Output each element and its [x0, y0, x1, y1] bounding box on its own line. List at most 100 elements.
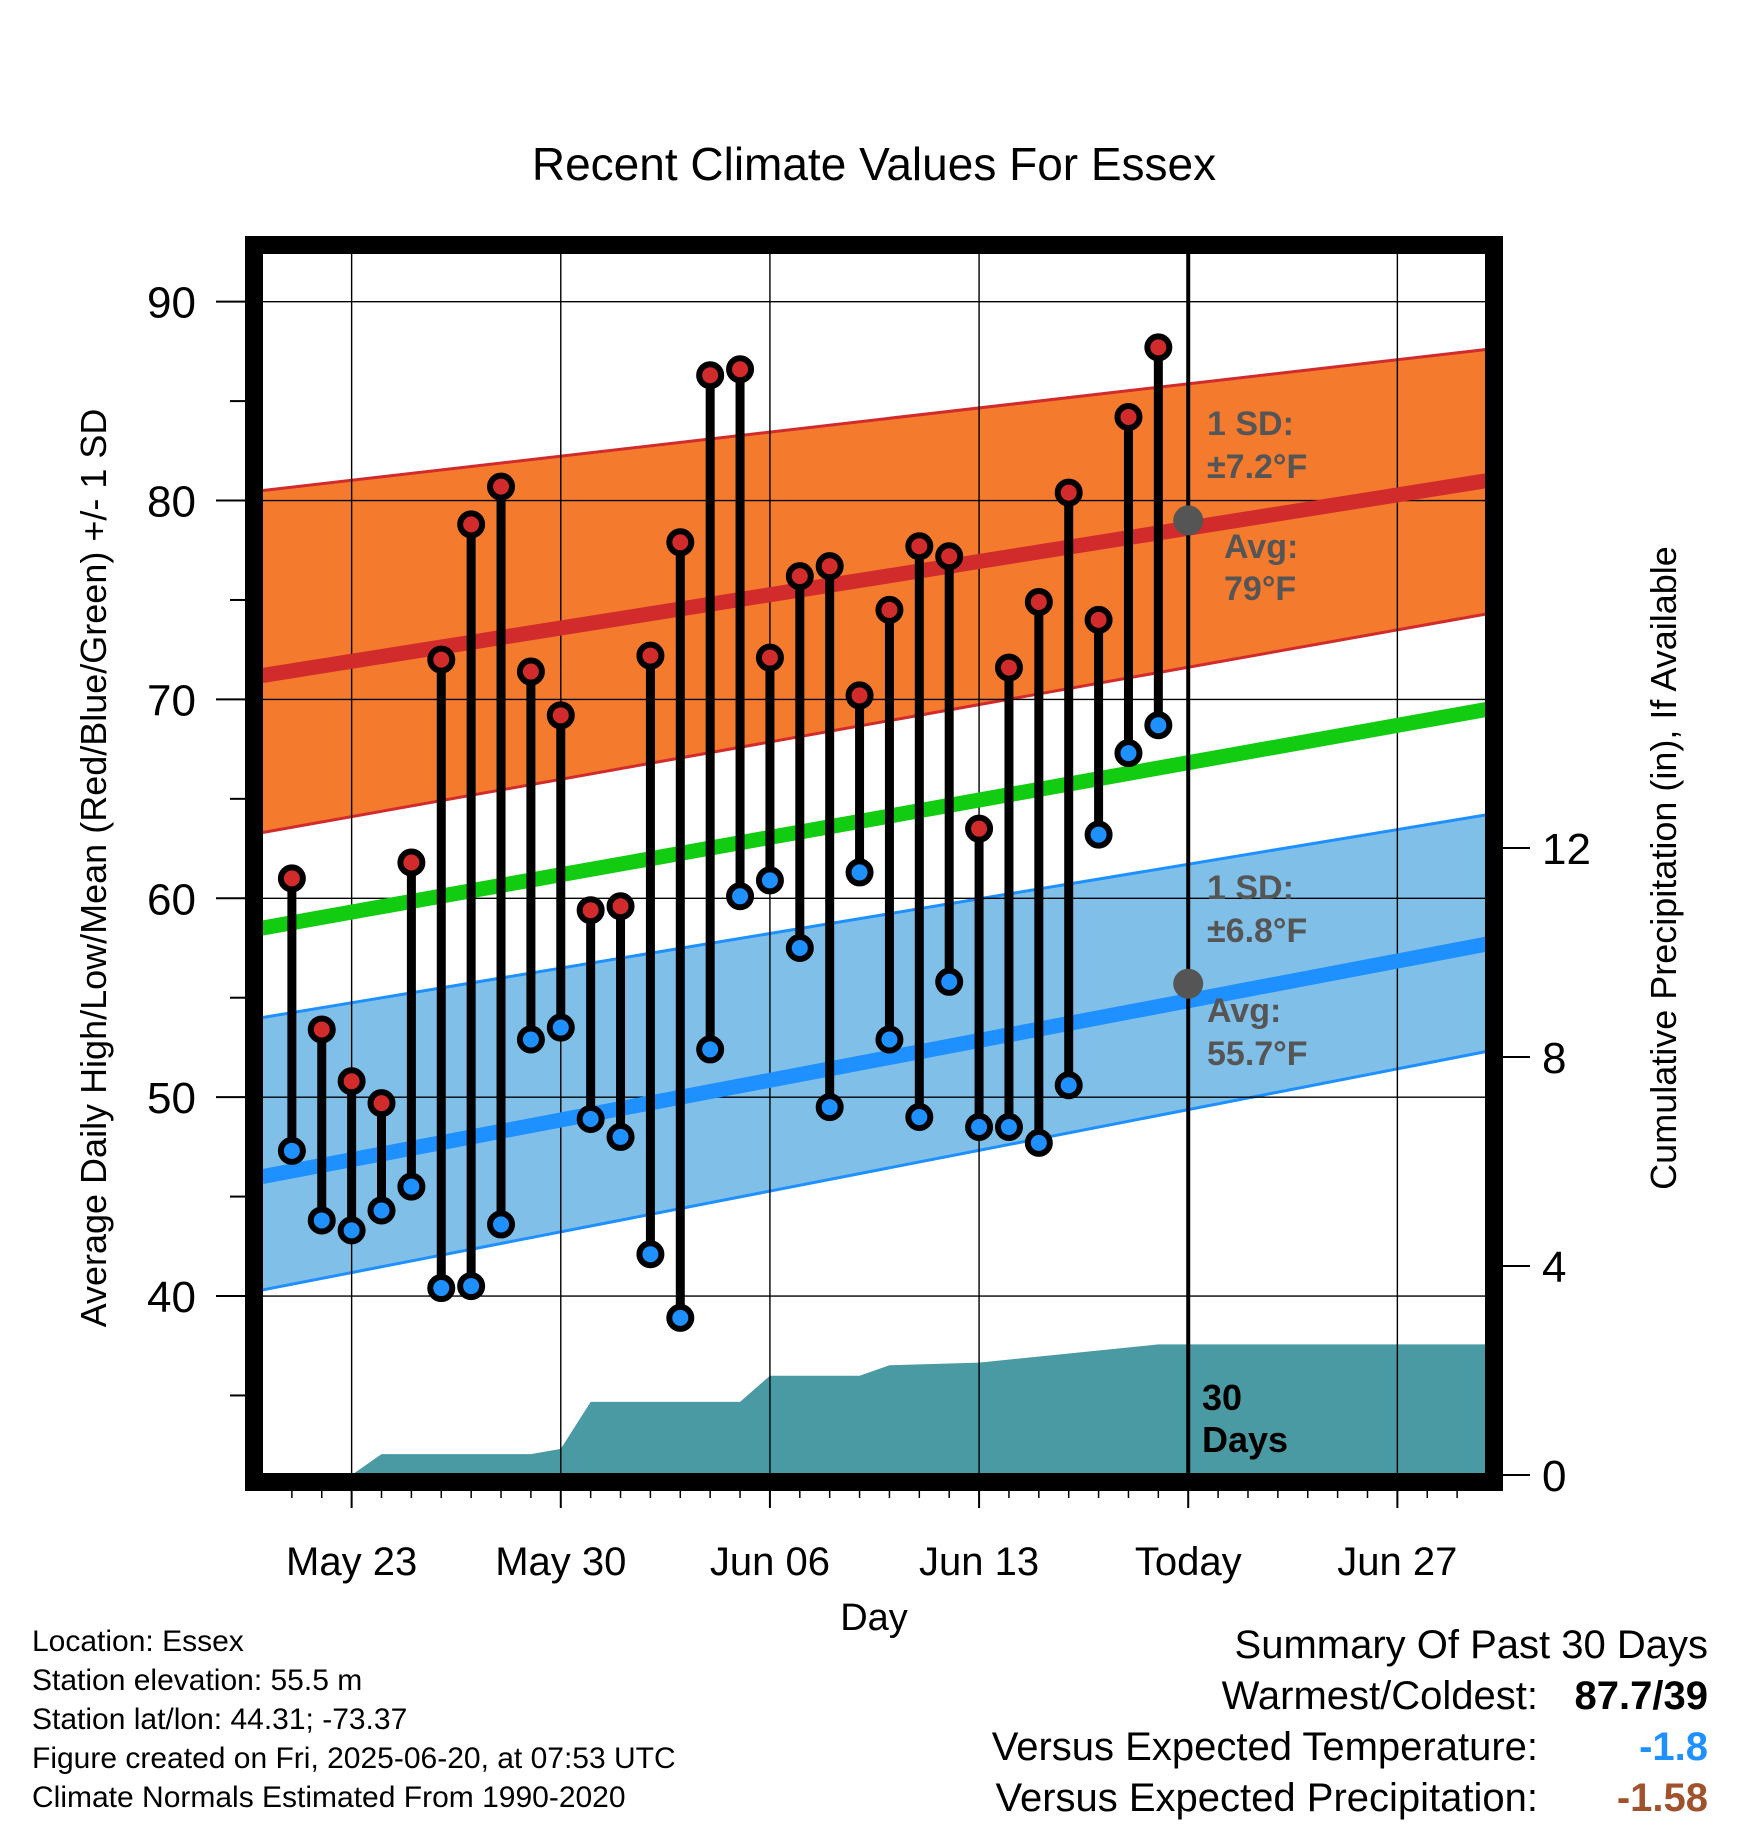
- x-tick-label: Today: [1135, 1540, 1242, 1584]
- warmest-value: 87.7/39: [1574, 1674, 1708, 1718]
- high-point: [367, 1089, 396, 1118]
- x-tick-label: Jun 06: [710, 1540, 830, 1584]
- summary-title: Summary Of Past 30 Days: [992, 1620, 1708, 1671]
- low-point: [606, 1122, 635, 1151]
- low-point: [397, 1172, 426, 1201]
- high-point: [935, 542, 964, 571]
- low-point: [337, 1216, 366, 1245]
- chart-title: Recent Climate Values For Essex: [532, 138, 1216, 190]
- high-point: [546, 701, 575, 730]
- high-avg-label: Avg:: [1224, 528, 1298, 566]
- low-point: [935, 967, 964, 996]
- low-point: [726, 882, 755, 911]
- high-point: [696, 361, 725, 390]
- low-point: [845, 858, 874, 887]
- low-point: [994, 1112, 1023, 1141]
- x-tick-label: May 23: [286, 1540, 417, 1584]
- location-text: Location: Essex: [32, 1625, 244, 1658]
- summary-temp-row: Versus Expected Temperature: -1.8: [992, 1722, 1708, 1773]
- y-tick-label-right: 4: [1542, 1243, 1566, 1292]
- low-point: [487, 1210, 516, 1239]
- low-point: [546, 1013, 575, 1042]
- high-point: [965, 814, 994, 843]
- low-sd-upper-line: [261, 813, 1488, 1020]
- high-sd-value: ±7.2°F: [1207, 448, 1307, 486]
- precip-anomaly-label: Versus Expected Precipitation:: [995, 1776, 1538, 1820]
- y-tick-label-left: 80: [147, 478, 196, 527]
- high-point: [606, 892, 635, 921]
- y-tick-label-left: 50: [147, 1074, 196, 1123]
- y-axis-label-left: Average Daily High/Low/Mean (Red/Blue/Gr…: [73, 409, 114, 1328]
- low-point: [696, 1035, 725, 1064]
- high-point: [785, 562, 814, 591]
- high-point: [726, 355, 755, 384]
- high-point: [815, 552, 844, 581]
- low-point: [815, 1093, 844, 1122]
- low-point: [516, 1025, 545, 1054]
- high-point: [1024, 587, 1053, 616]
- y-tick-label-right: 12: [1542, 825, 1591, 874]
- low-sd-lower-line: [261, 1049, 1488, 1292]
- high-point: [666, 528, 695, 557]
- precip-anomaly-value: -1.58: [1616, 1776, 1708, 1820]
- summary-warmest-row: Warmest/Coldest: 87.7/39: [992, 1671, 1708, 1722]
- low-sd-value: ±6.8°F: [1207, 912, 1307, 950]
- low-point: [1024, 1128, 1053, 1157]
- high-sd-label: 1 SD:: [1207, 405, 1294, 443]
- low-sd-band: [262, 814, 1487, 1291]
- mean-normal-line: [260, 701, 1489, 936]
- high-point: [427, 645, 456, 674]
- plot-area: 1 SD: ±7.2°F Avg: 79°F 1 SD: ±6.8°F Avg: 55.7°F…: [147, 236, 1591, 1584]
- y-tick-label-right: 0: [1542, 1452, 1566, 1501]
- elevation-text: Station elevation: 55.5 m: [32, 1664, 363, 1697]
- high-point: [576, 896, 605, 925]
- low-point: [1144, 711, 1173, 740]
- precipitation-area: [262, 1344, 1487, 1475]
- low-point: [1114, 739, 1143, 768]
- low-point: [755, 866, 784, 895]
- low-point: [1054, 1071, 1083, 1100]
- summary-panel: Summary Of Past 30 Days Warmest/Coldest:…: [992, 1620, 1708, 1824]
- high-sd-upper-line: [261, 347, 1488, 493]
- warmest-label: Warmest/Coldest:: [1221, 1674, 1538, 1718]
- low-point: [666, 1303, 695, 1332]
- high-point: [337, 1067, 366, 1096]
- x-tick-label: May 30: [495, 1540, 626, 1584]
- created-text: Figure created on Fri, 2025-06-20, at 07…: [32, 1742, 676, 1775]
- high-point: [1114, 403, 1143, 432]
- low-point: [965, 1112, 994, 1141]
- low-point: [367, 1196, 396, 1225]
- high-point: [397, 848, 426, 877]
- low-point: [1084, 820, 1113, 849]
- plot-frame: [245, 236, 1503, 1491]
- high-point: [277, 864, 306, 893]
- days-label-number: 30: [1202, 1377, 1242, 1418]
- low-avg-label: Avg:: [1207, 992, 1281, 1030]
- y-tick-label-left: 40: [147, 1273, 196, 1322]
- temp-anomaly-label: Versus Expected Temperature:: [991, 1725, 1538, 1769]
- high-point: [516, 657, 545, 686]
- high-point: [845, 681, 874, 710]
- y-tick-label-left: 70: [147, 676, 196, 725]
- high-avg-value: 79°F: [1224, 570, 1296, 608]
- high-point: [755, 643, 784, 672]
- summary-precip-row: Versus Expected Precipitation: -1.58: [992, 1773, 1708, 1824]
- low-sd-label: 1 SD:: [1207, 869, 1294, 907]
- summary-title-text: Summary Of Past 30 Days: [1234, 1623, 1708, 1667]
- days-label-text: Days: [1202, 1419, 1288, 1460]
- high-sd-lower-line: [261, 612, 1488, 835]
- normals-text: Climate Normals Estimated From 1990-2020: [32, 1781, 626, 1814]
- low-point: [785, 933, 814, 962]
- high-point: [905, 532, 934, 561]
- high-point: [994, 653, 1023, 682]
- low-point: [636, 1240, 665, 1269]
- low-normal-line: [260, 936, 1489, 1185]
- high-point: [457, 510, 486, 539]
- x-tick-label: Jun 13: [919, 1540, 1039, 1584]
- high-normal-line: [260, 473, 1489, 683]
- high-point: [487, 472, 516, 501]
- x-axis-label: Day: [840, 1597, 908, 1639]
- high-point: [1144, 333, 1173, 362]
- today-high-avg-marker: [1173, 505, 1204, 536]
